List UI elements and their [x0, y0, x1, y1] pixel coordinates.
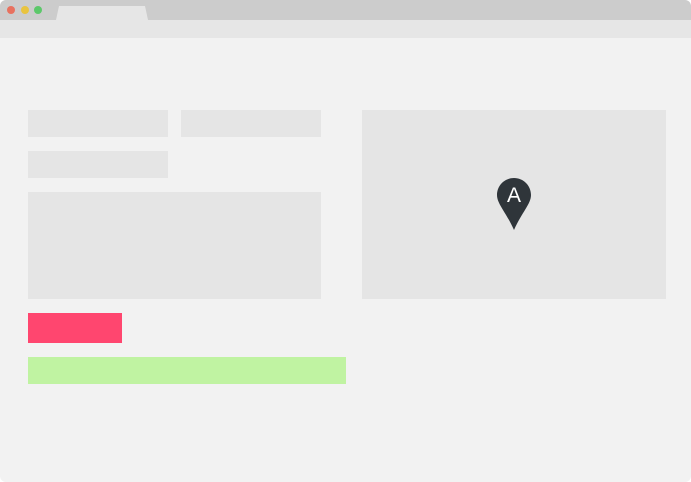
- name-field[interactable]: [28, 110, 168, 137]
- subject-field[interactable]: [28, 151, 168, 178]
- success-message: [28, 357, 346, 384]
- title-bar: [0, 0, 691, 20]
- map-panel[interactable]: A: [362, 110, 666, 299]
- email-field[interactable]: [181, 110, 321, 137]
- maximize-window-button[interactable]: [34, 6, 42, 14]
- map-pin-icon[interactable]: A: [496, 177, 532, 231]
- message-textarea[interactable]: [28, 192, 321, 299]
- minimize-window-button[interactable]: [21, 6, 29, 14]
- browser-toolbar: [0, 20, 691, 38]
- browser-tab[interactable]: [56, 6, 148, 20]
- submit-button[interactable]: [28, 313, 122, 343]
- map-marker-label: A: [507, 184, 521, 207]
- close-window-button[interactable]: [7, 6, 15, 14]
